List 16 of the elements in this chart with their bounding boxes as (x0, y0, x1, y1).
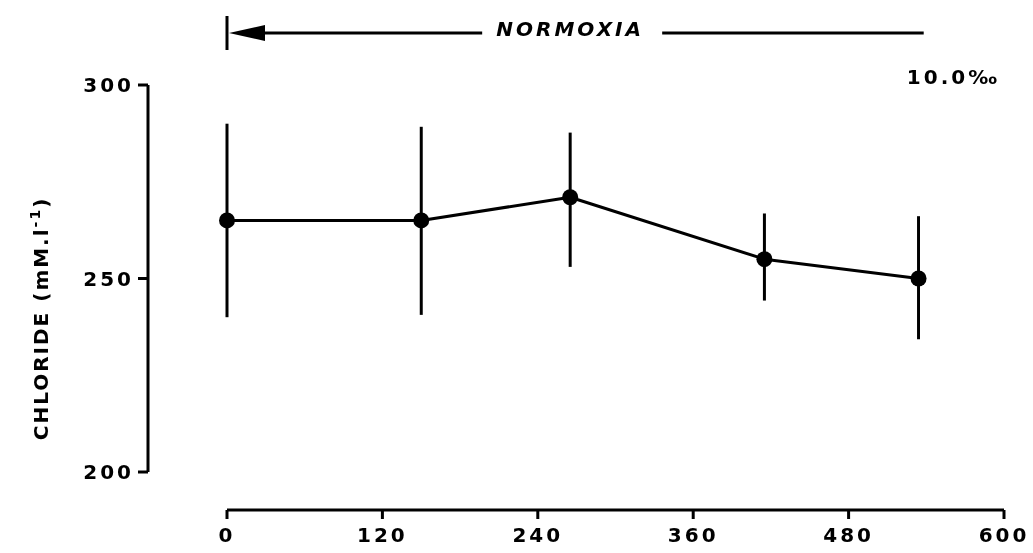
x-tick-label: 0 (218, 523, 236, 547)
y-tick-label: 200 (83, 460, 134, 484)
text: NORMOXIA (496, 17, 645, 41)
point (413, 212, 430, 229)
point (219, 212, 235, 229)
annotation: 10.0‰ (906, 65, 1000, 89)
point (562, 189, 579, 206)
x-tick-label: 120 (357, 523, 408, 547)
y-tick-label: 250 (83, 266, 134, 291)
x-tick-label: 360 (667, 523, 719, 547)
x-tick-label: 240 (512, 523, 564, 547)
point (910, 270, 927, 287)
x-tick-label: 600 (978, 523, 1030, 547)
x-tick-label: 480 (823, 523, 874, 547)
y-tick-label: 300 (83, 73, 134, 97)
point (756, 251, 773, 268)
